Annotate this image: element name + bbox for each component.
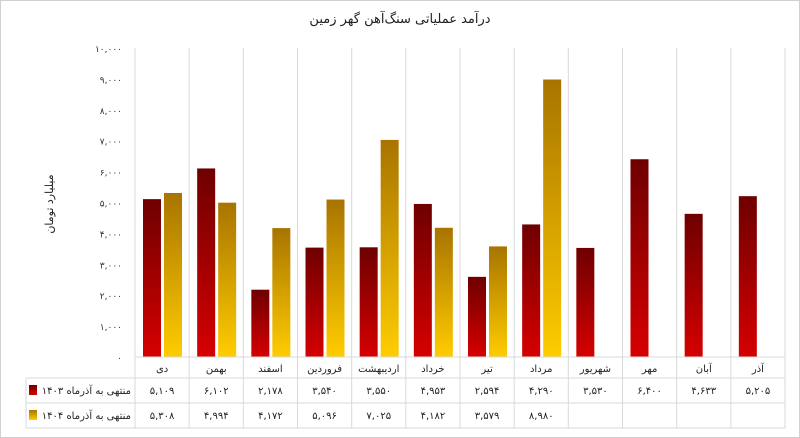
legend-swatch-series1 xyxy=(29,385,37,395)
table-value: ۵,۰۹۶ xyxy=(312,411,337,422)
bar-series1-8 xyxy=(576,247,595,357)
bar-series1-6 xyxy=(468,276,486,357)
legend-swatch-series2 xyxy=(29,410,37,420)
table-value: ۲,۱۷۸ xyxy=(258,386,283,397)
bar-series2-0 xyxy=(164,192,182,357)
bar-series1-3 xyxy=(305,247,324,357)
y-tick-label: ۰ xyxy=(117,354,122,364)
table-value: ۴,۹۵۳ xyxy=(421,386,446,397)
y-tick-label: ۹,۰۰۰ xyxy=(100,76,122,86)
y-tick-label: ۴,۰۰۰ xyxy=(100,230,122,240)
category-label: آذر xyxy=(751,362,765,375)
table-value: ۳,۵۴۰ xyxy=(312,386,337,397)
table-value: ۳,۵۷۹ xyxy=(475,411,500,422)
y-tick-label: ۸,۰۰۰ xyxy=(100,107,122,117)
category-label: دی xyxy=(156,364,168,375)
table-value: ۴,۶۳۳ xyxy=(691,386,716,397)
bar-series2-1 xyxy=(218,202,237,357)
table-value: ۶,۴۰۰ xyxy=(637,386,662,397)
category-label: شهریور xyxy=(579,364,611,375)
bar-series1-5 xyxy=(413,203,432,357)
category-label: خرداد xyxy=(421,364,444,375)
category-label: اردیبهشت xyxy=(358,364,399,375)
bar-series1-1 xyxy=(197,168,216,357)
y-tick-label: ۶,۰۰۰ xyxy=(100,169,122,179)
bar-series1-7 xyxy=(522,224,541,357)
y-tick-label: ۷,۰۰۰ xyxy=(100,138,122,148)
table-value: ۵,۱۰۹ xyxy=(150,386,175,397)
table-value: ۸,۹۸۰ xyxy=(529,411,554,422)
legend-label-series2: منتهی به آذرماه ۱۴۰۴ xyxy=(42,409,131,422)
table-value: ۴,۱۷۲ xyxy=(258,411,283,422)
category-label: تیر xyxy=(480,364,493,375)
bar-series2-7 xyxy=(543,79,562,357)
table-value: ۷,۰۲۵ xyxy=(366,411,391,422)
y-tick-label: ۳,۰۰۰ xyxy=(100,261,122,271)
table-value: ۴,۱۸۲ xyxy=(421,411,446,422)
chart-title: درآمد عملیاتی سنگ‌آهن گهر زمین xyxy=(309,12,491,27)
bar-series1-0 xyxy=(143,199,161,357)
table-value: ۶,۱۰۲ xyxy=(204,386,229,397)
bar-series1-9 xyxy=(630,159,649,357)
bar-series2-3 xyxy=(326,199,345,357)
y-tick-label: ۵,۰۰۰ xyxy=(100,200,122,210)
bar-series1-11 xyxy=(738,196,757,357)
category-label: آبان xyxy=(696,362,713,375)
category-label: مرداد xyxy=(530,364,553,375)
bar-series2-2 xyxy=(272,228,291,357)
y-tick-label: ۲,۰۰۰ xyxy=(100,292,122,302)
bar-series2-5 xyxy=(434,227,453,357)
bar-series2-4 xyxy=(380,139,399,357)
table-value: ۵,۲۰۵ xyxy=(746,386,771,397)
y-tick-label: ۱۰,۰۰۰ xyxy=(95,45,122,55)
category-label: اسفند xyxy=(258,364,282,375)
bar-series1-2 xyxy=(251,289,270,357)
category-label: فروردین xyxy=(307,364,342,375)
table-value: ۴,۲۹۰ xyxy=(529,386,554,397)
category-label: مهر xyxy=(641,364,657,375)
bar-series1-10 xyxy=(684,213,703,357)
table-value: ۵,۳۰۸ xyxy=(150,411,175,422)
category-label: بهمن xyxy=(206,364,227,375)
legend-label-series1: منتهی به آذرماه ۱۴۰۳ xyxy=(42,384,131,397)
table-value: ۴,۹۹۴ xyxy=(204,411,229,422)
table-value: ۳,۵۵۰ xyxy=(366,386,391,397)
table-value: ۳,۵۳۰ xyxy=(583,386,608,397)
y-tick-label: ۱,۰۰۰ xyxy=(100,323,122,333)
table-value: ۲,۵۹۴ xyxy=(475,386,500,397)
bar-series2-6 xyxy=(489,246,507,357)
bar-series1-4 xyxy=(359,247,378,357)
